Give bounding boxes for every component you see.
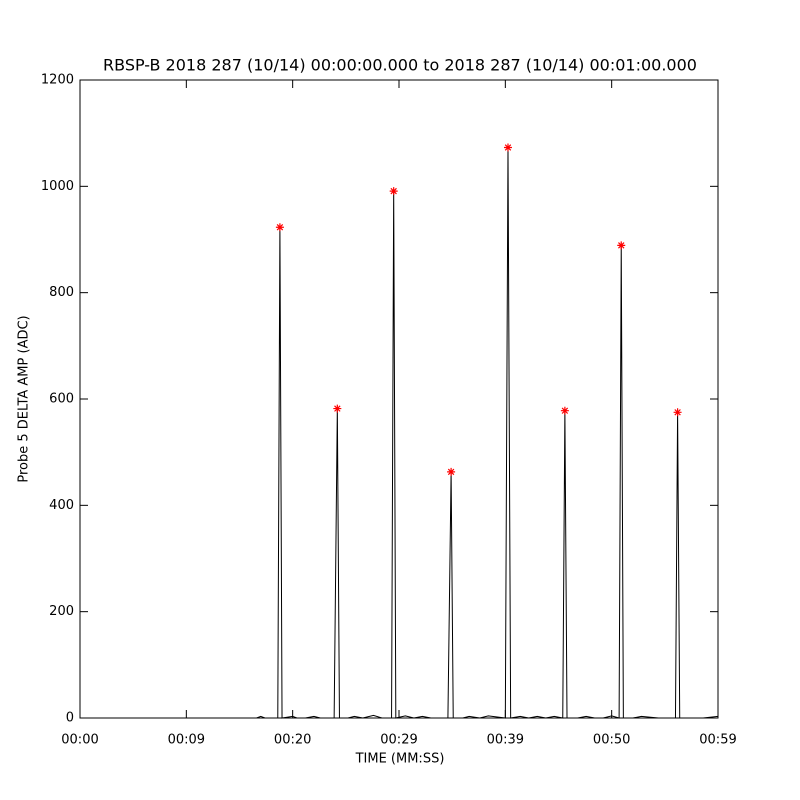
x-tick-label: 00:39: [487, 733, 524, 748]
peak-marker: [560, 406, 569, 415]
y-tick-label: 1000: [41, 179, 74, 194]
y-tick-label: 600: [49, 392, 74, 407]
y-tick-label: 200: [49, 604, 74, 619]
y-tick-label: 1200: [41, 73, 74, 88]
x-tick-label: 00:59: [699, 733, 736, 748]
y-tick-label: 400: [49, 498, 74, 513]
x-tick-label: 00:20: [274, 733, 311, 748]
x-tick-label: 00:09: [168, 733, 205, 748]
peak-marker: [617, 241, 626, 250]
peak-marker: [275, 223, 284, 232]
peak-marker: [503, 143, 512, 152]
y-tick-label: 0: [66, 711, 74, 726]
x-axis-label: TIME (MM:SS): [355, 752, 445, 767]
peak-marker: [447, 467, 456, 476]
signal-line: [80, 147, 719, 719]
x-tick-label: 00:29: [380, 733, 417, 748]
x-tick-label: 00:00: [61, 733, 98, 748]
y-tick-label: 800: [49, 285, 74, 300]
peak-marker: [389, 187, 398, 196]
peak-marker: [333, 404, 342, 413]
peak-marker: [673, 408, 682, 417]
x-tick-label: 00:50: [593, 733, 630, 748]
y-axis-label: Probe 5 DELTA AMP (ADC): [17, 315, 32, 482]
chart-title: RBSP-B 2018 287 (10/14) 00:00:00.000 to …: [103, 56, 697, 75]
